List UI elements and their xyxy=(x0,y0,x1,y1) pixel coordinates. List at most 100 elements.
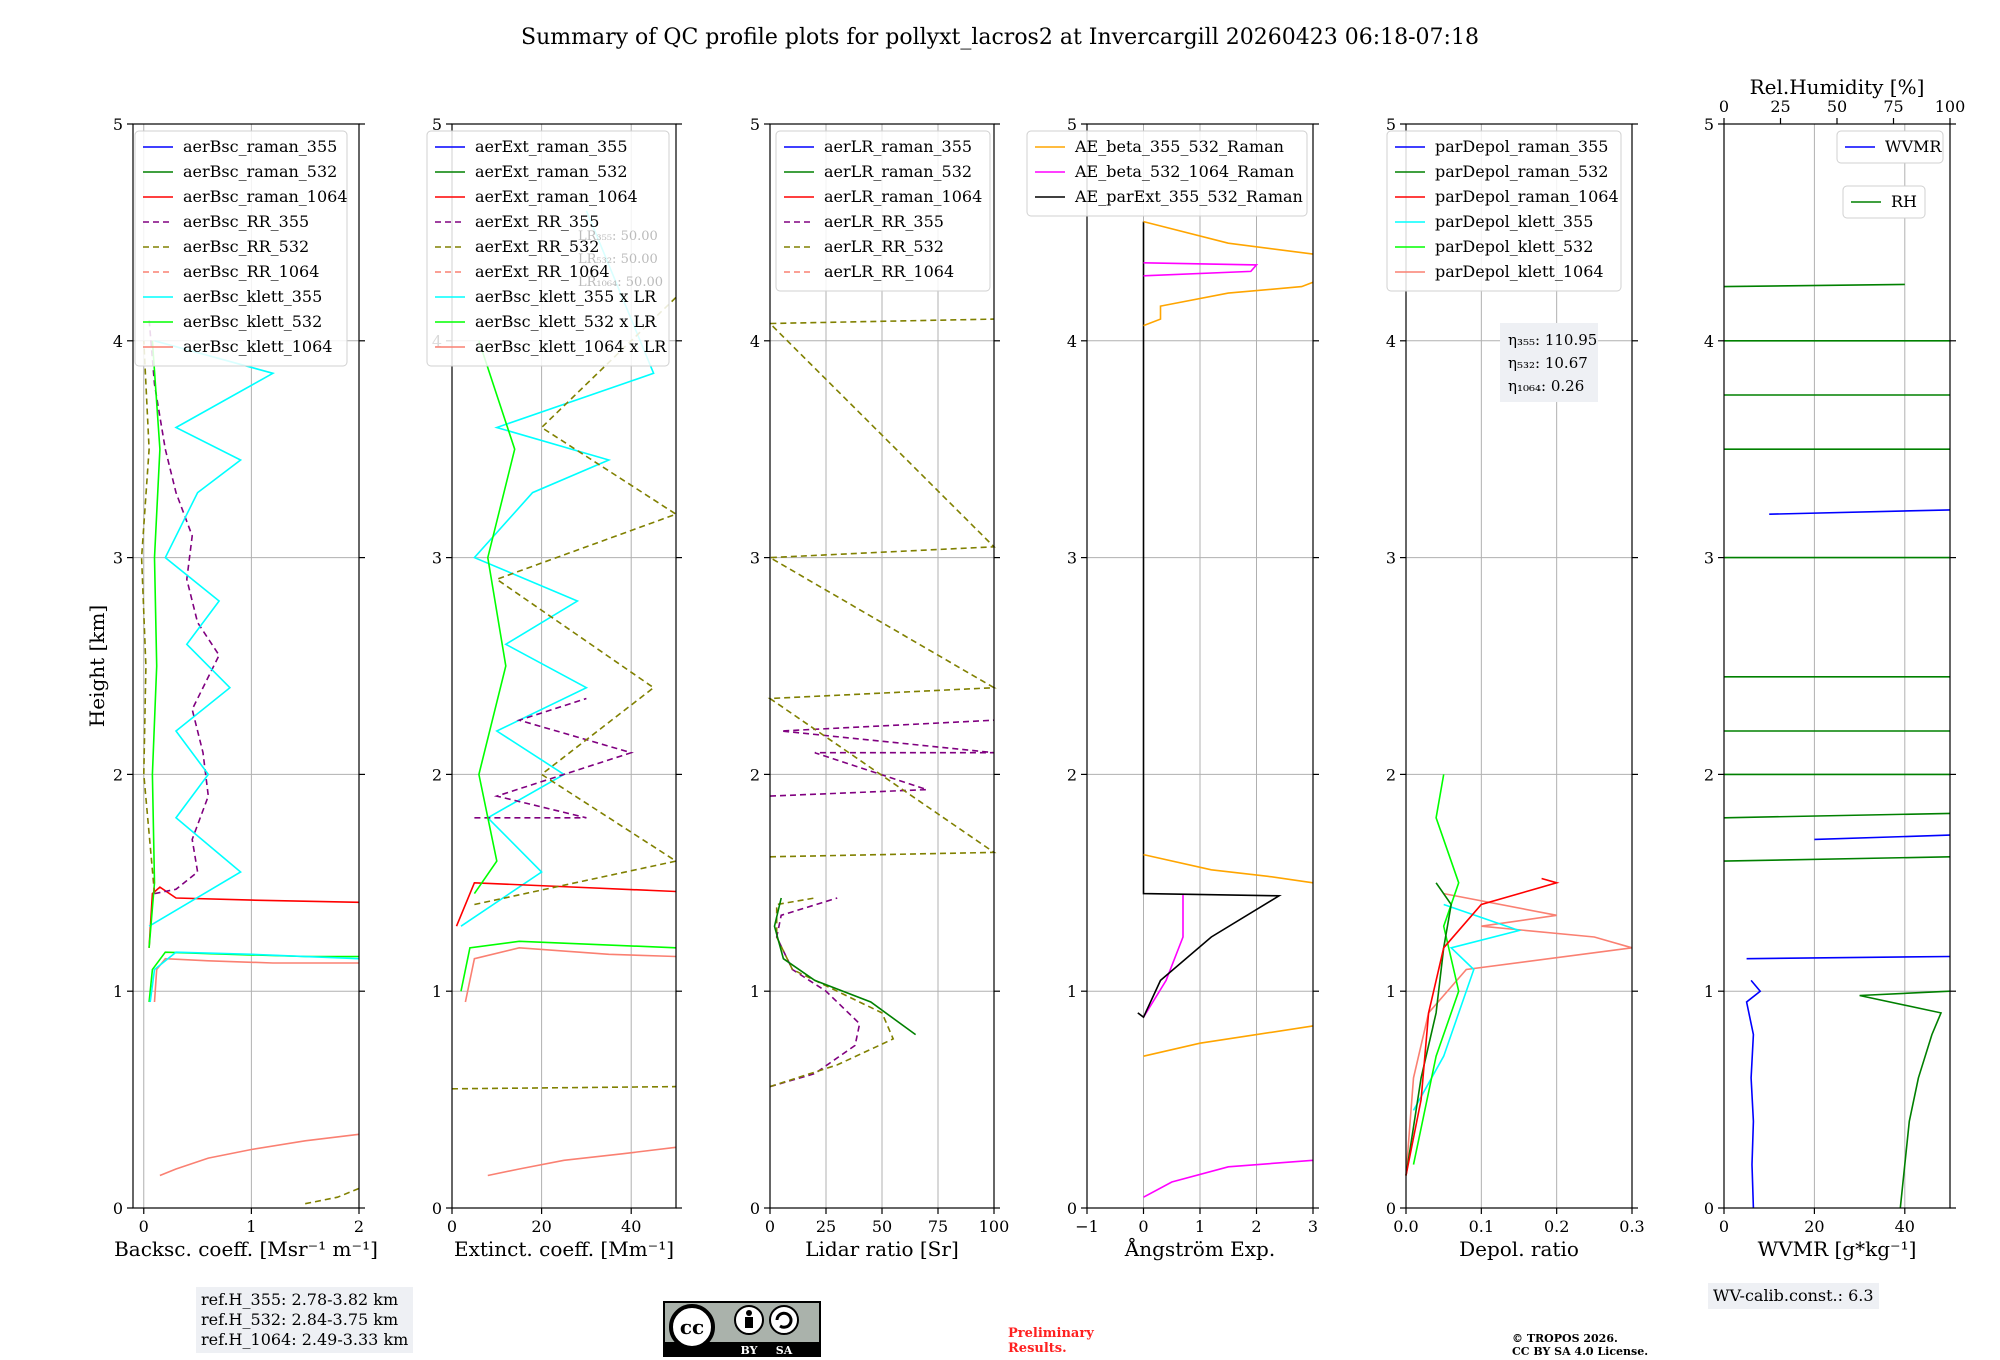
series-line-green xyxy=(1723,812,1951,819)
y-tick-label: 2 xyxy=(750,765,760,784)
legend-label: aerLR_raman_532 xyxy=(824,162,972,181)
series-line-green xyxy=(1405,882,1453,1176)
legend-label: aerExt_raman_1064 xyxy=(475,187,638,206)
annotation-text: η₃₅₅: 110.95 xyxy=(1508,331,1597,349)
preliminary-line1: Preliminary xyxy=(1008,1326,1094,1341)
plot-frame xyxy=(132,123,360,1209)
series-line-green xyxy=(773,897,917,1036)
series-line-magenta xyxy=(1143,262,1259,277)
x-tick-label: 75 xyxy=(928,1217,948,1236)
series-line-blue xyxy=(1769,509,1951,515)
legend-label: aerLR_raman_355 xyxy=(824,137,972,156)
series-line-purple xyxy=(769,719,995,797)
series-line-red xyxy=(148,886,360,948)
series-line-blue xyxy=(1814,834,1951,841)
x-tick-label: 0 xyxy=(1719,1217,1729,1236)
x-tick-label: 1 xyxy=(246,1217,256,1236)
x-axis-label: Depol. ratio xyxy=(1459,1237,1579,1261)
series-line-red xyxy=(1405,877,1560,1176)
sa-sharealike-icon xyxy=(769,1305,799,1335)
y-tick-label: 0 xyxy=(1386,1199,1396,1218)
series-line-cyan xyxy=(460,210,655,927)
legend: aerExt_raman_355 aerExt_raman_532 aerExt_r… xyxy=(426,130,670,367)
x-tick-label: 0 xyxy=(447,1217,457,1236)
panel-lr: 0 25 50 75 100 0 1 2 3 4 5 Lidar ratio [Sr] aerLR_ra… xyxy=(750,115,1009,1261)
x-tick-label: 0.2 xyxy=(1544,1217,1569,1236)
legend-label: parDepol_raman_355 xyxy=(1435,137,1608,156)
x-axis-label: Lidar ratio [Sr] xyxy=(805,1237,959,1261)
series-line-orange xyxy=(1143,220,1314,255)
legend-label: parDepol_klett_355 xyxy=(1435,212,1593,231)
preliminary-line2: Results. xyxy=(1008,1341,1067,1356)
y-tick-label: 2 xyxy=(1386,765,1396,784)
figure-title: Summary of QC profile plots for pollyxt_… xyxy=(521,25,1479,50)
legend-label: aerLR_RR_532 xyxy=(824,237,944,256)
y-axis-label: Height [km] xyxy=(85,605,109,727)
sa-label: SA xyxy=(776,1344,793,1357)
series-line-magenta xyxy=(1143,1159,1314,1198)
panel-wv: 0 20 40 0 1 2 3 4 5 WVMR [g*kg⁻¹] 0 25 50 75 100 Rel.Hu… xyxy=(1704,75,1965,1261)
y-tick-label: 4 xyxy=(1067,332,1077,351)
x-tick-label: 0.3 xyxy=(1619,1217,1644,1236)
legend-label: AE_beta_532_1064_Raman xyxy=(1074,162,1294,181)
y-tick-label: 0 xyxy=(750,1199,760,1218)
legend-label: aerExt_RR_532 xyxy=(475,237,599,256)
x-tick-label: 2 xyxy=(1251,1217,1261,1236)
legend-label: aerBsc_RR_532 xyxy=(183,237,309,256)
top-axis-label: Rel.Humidity [%] xyxy=(1750,75,1925,99)
x-axis-label: WVMR [g*kg⁻¹] xyxy=(1758,1237,1917,1261)
y-tick-label: 0 xyxy=(1704,1199,1714,1218)
annotation: η₃₅₅: 110.95 η₅₃₂: 10.67 η₁₀₆₄: 0.26 xyxy=(1500,323,1598,402)
reference-heights-box: ref.H_355: 2.78-3.82 km ref.H_532: 2.84-… xyxy=(196,1287,414,1353)
annotation-text: LR₅₃₂: 50.00 xyxy=(578,252,658,267)
by-icon-body xyxy=(745,1317,753,1328)
y-tick-label: 2 xyxy=(1704,765,1714,784)
legend-label: aerBsc_raman_532 xyxy=(183,162,337,181)
legend-label: AE_parExt_355_532_Raman xyxy=(1074,187,1303,206)
y-tick-label: 3 xyxy=(750,549,760,568)
x-tick-label: 0 xyxy=(139,1217,149,1236)
series-line-olive xyxy=(451,1085,677,1090)
x-tick-label: 1 xyxy=(1195,1217,1205,1236)
legend-box-rh xyxy=(1842,185,1926,219)
legend-label: aerBsc_klett_532 xyxy=(183,312,322,331)
panel-bsc: 0 1 2 0 1 2 3 4 5 Backsc. coeff. [Msr⁻¹ m⁻¹] Heigh… xyxy=(85,115,378,1261)
y-tick-label: 1 xyxy=(1704,982,1714,1001)
series-line-black xyxy=(1137,221,1282,1019)
series-line-cyan xyxy=(149,951,360,1003)
y-tick-label: 5 xyxy=(1386,115,1396,134)
series-line-salmon xyxy=(159,1133,360,1177)
sa-icon-arrow xyxy=(775,1311,793,1329)
legend-label: aerLR_RR_355 xyxy=(824,212,944,231)
legend-label: aerExt_RR_355 xyxy=(475,212,599,231)
legend: parDepol_raman_355 parDepol_raman_532 parD… xyxy=(1386,130,1622,292)
series-line-salmon xyxy=(153,957,359,1003)
legend-box xyxy=(426,130,670,367)
x-tick-label: 40 xyxy=(1895,1217,1915,1236)
refh-355: ref.H_355: 2.78-3.82 km xyxy=(201,1290,399,1309)
preliminary-note: Preliminary Results. xyxy=(1008,1326,1094,1356)
series-line-green xyxy=(1723,283,1905,288)
series-line-purple xyxy=(769,897,861,1088)
legend-box xyxy=(134,130,348,367)
y-tick-label: 1 xyxy=(750,982,760,1001)
y-tick-label: 1 xyxy=(113,982,123,1001)
series-line-salmon xyxy=(1405,892,1633,1176)
legend-label: parDepol_klett_1064 xyxy=(1435,262,1604,281)
x-axis-label: Ångström Exp. xyxy=(1124,1236,1275,1261)
legend-label: aerBsc_klett_355 xyxy=(183,287,322,306)
series-line-salmon xyxy=(487,1146,677,1177)
plot-frame xyxy=(1405,123,1633,1209)
y-tick-label: 3 xyxy=(1067,549,1077,568)
series-line-lime xyxy=(1412,774,1460,1165)
y-tick-label: 5 xyxy=(1067,115,1077,134)
top-tick-label: 0 xyxy=(1719,97,1729,116)
y-tick-label: 4 xyxy=(1704,332,1714,351)
copyright-note: © TROPOS 2026. CC BY SA 4.0 License. xyxy=(1512,1332,1648,1358)
series-line-olive xyxy=(140,340,156,894)
y-tick-label: 2 xyxy=(113,765,123,784)
legend-box xyxy=(1026,130,1308,217)
panel-ext: 02040012345Extinct. coeff. [Mm⁻¹]aerExt_… xyxy=(426,115,682,1261)
